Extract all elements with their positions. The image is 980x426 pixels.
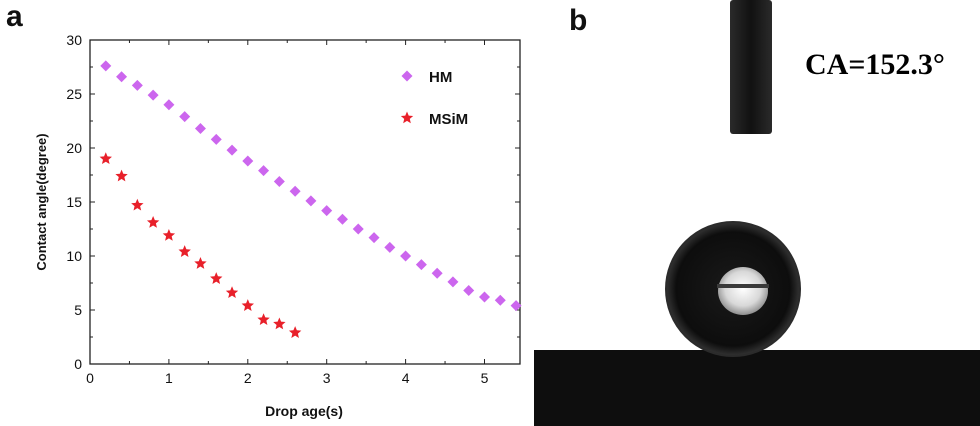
data-point-msim xyxy=(146,216,160,228)
data-point-hm xyxy=(100,60,112,72)
data-point-hm xyxy=(289,185,301,197)
data-point-hm xyxy=(415,259,427,271)
highlight-band xyxy=(717,284,769,288)
x-tick-label: 4 xyxy=(402,370,410,386)
data-point-msim xyxy=(131,198,144,211)
data-point-msim xyxy=(99,152,112,165)
data-point-hm xyxy=(510,300,522,312)
x-tick-label: 2 xyxy=(244,370,252,386)
y-tick-label: 25 xyxy=(66,86,82,102)
data-point-msim xyxy=(273,317,286,330)
data-point-hm xyxy=(400,250,412,262)
series-hm xyxy=(100,60,522,312)
legend-label-hm: HM xyxy=(429,69,452,86)
axis-ticks: 0 1 2 3 4 5 0 5 10 15 20 25 30 xyxy=(66,32,520,386)
data-point-hm xyxy=(179,111,191,123)
data-point-msim xyxy=(241,299,254,311)
data-point-hm xyxy=(352,223,364,235)
data-point-hm xyxy=(384,241,396,253)
data-point-hm xyxy=(336,213,348,225)
y-tick-label: 5 xyxy=(74,302,82,318)
legend-marker-msim xyxy=(400,111,414,124)
contact-angle-caption: CA=152.3° xyxy=(805,48,945,81)
data-point-msim xyxy=(210,272,223,284)
x-tick-label: 0 xyxy=(86,370,94,386)
data-point-msim xyxy=(162,228,176,241)
data-point-hm xyxy=(494,294,506,306)
data-point-msim xyxy=(178,245,191,257)
data-point-msim xyxy=(115,169,128,182)
y-tick-label: 30 xyxy=(66,32,82,48)
legend: HM MSiM xyxy=(400,69,468,128)
y-axis-label: Contact angle(degree) xyxy=(34,133,49,270)
data-point-hm xyxy=(478,291,490,303)
droplet-highlight xyxy=(718,267,768,315)
panel-label-a: a xyxy=(6,0,23,33)
data-point-msim xyxy=(225,286,239,298)
substrate xyxy=(534,350,980,426)
data-point-msim xyxy=(288,326,302,338)
y-tick-label: 0 xyxy=(74,356,82,372)
x-axis-label: Drop age(s) xyxy=(265,403,343,419)
panel-label-b: b xyxy=(569,4,588,37)
y-tick-label: 20 xyxy=(66,140,82,156)
x-tick-label: 5 xyxy=(481,370,489,386)
data-point-hm xyxy=(116,71,128,83)
needle xyxy=(730,0,772,134)
y-tick-label: 15 xyxy=(66,194,82,210)
data-marks xyxy=(99,60,522,338)
data-point-hm xyxy=(463,285,475,297)
legend-marker-hm xyxy=(401,70,413,82)
plot-frame xyxy=(89,39,521,365)
data-point-hm xyxy=(321,205,333,217)
data-point-hm xyxy=(431,267,443,279)
data-point-hm xyxy=(273,175,285,187)
data-point-hm xyxy=(210,133,222,145)
data-point-msim xyxy=(257,313,270,325)
x-tick-label: 1 xyxy=(165,370,173,386)
data-point-hm xyxy=(131,79,143,91)
data-point-hm xyxy=(147,89,159,101)
legend-label-msim: MSiM xyxy=(429,111,468,128)
data-point-hm xyxy=(368,232,380,244)
data-point-hm xyxy=(242,155,254,167)
data-point-msim xyxy=(194,257,207,269)
data-point-hm xyxy=(447,276,459,288)
droplet-photo xyxy=(534,0,980,426)
x-tick-label: 3 xyxy=(323,370,331,386)
data-point-hm xyxy=(305,195,317,207)
plot-border xyxy=(89,39,521,365)
contact-angle-chart: 0 1 2 3 4 5 0 5 10 15 20 25 30 HM MSiM Drop age(s) Co… xyxy=(34,32,522,419)
data-point-hm xyxy=(258,165,270,177)
y-tick-label: 10 xyxy=(66,248,82,264)
data-point-hm xyxy=(163,99,175,111)
data-point-hm xyxy=(226,144,238,156)
data-point-hm xyxy=(194,123,206,135)
series-msim xyxy=(99,152,302,338)
